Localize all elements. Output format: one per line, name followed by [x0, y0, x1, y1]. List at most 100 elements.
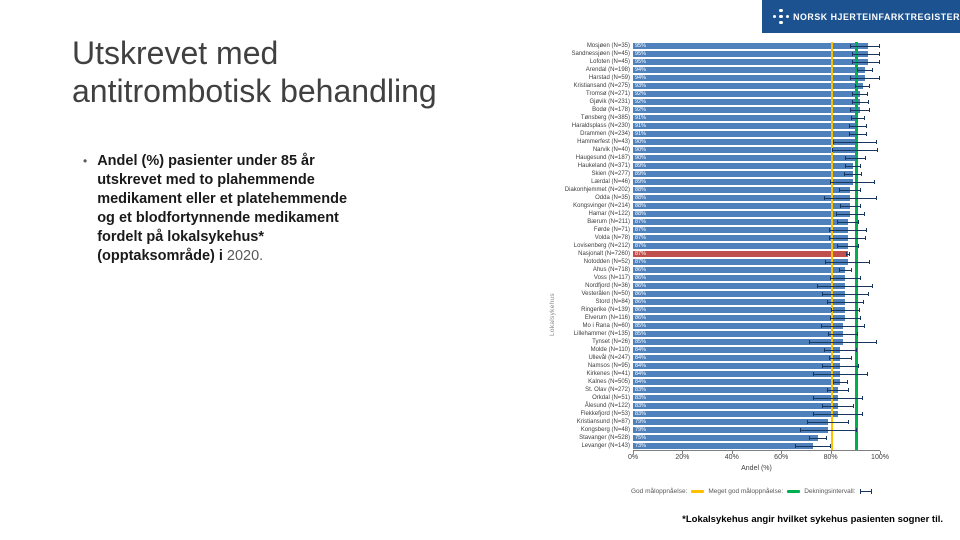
error-bar-cap — [853, 404, 855, 408]
legend-error-cap — [870, 489, 872, 494]
error-bar-cap — [828, 332, 830, 336]
bar-track: 89% — [633, 178, 880, 186]
error-bar-cap — [826, 436, 828, 440]
error-bar-cap — [860, 188, 862, 192]
error-bar-cap — [831, 308, 833, 312]
bar-value-label: 90% — [635, 138, 647, 145]
error-bar-cap — [844, 156, 846, 160]
error-bar-cap — [865, 132, 867, 136]
footnote: *Lokalsykehus angir hvilket sykehus pasi… — [682, 514, 943, 525]
error-bar — [809, 340, 877, 344]
chart-row: Kristiansund (N=87) 79% — [545, 418, 897, 426]
chart-row: Arendal (N=198) 94% — [545, 66, 897, 74]
bar-label: Kirkenes (N=41) — [586, 371, 630, 377]
bar-track: 83% — [633, 402, 880, 410]
bar-label: Lillehammer (N=135) — [573, 331, 630, 337]
chart-row: Sandnessjøen (N=45) 95% — [545, 50, 897, 58]
error-bar — [821, 404, 855, 408]
error-bar-cap — [866, 228, 868, 232]
bar-track: 85% — [633, 322, 880, 330]
error-bar-cap — [868, 292, 870, 296]
bar-track: 87% — [633, 226, 880, 234]
chart-row: Tønsberg (N=385) 91% — [545, 114, 897, 122]
bar-value-label: 85% — [635, 338, 647, 345]
chart-row: Stord (N=84) 86% — [545, 298, 897, 306]
bar-value-label: 87% — [635, 226, 647, 233]
chart-rows: Mosjøen (N=35) 95% Sandnessjøen (N=45) 95% L… — [545, 38, 897, 450]
bar-value-label: 86% — [635, 274, 647, 281]
chart-row: Lærdal (N=46) 89% — [545, 178, 897, 186]
error-bar-cap — [860, 316, 861, 320]
chart-row: Haugesund (N=187) 90% — [545, 154, 897, 162]
bar-label: Bodø (N=178) — [592, 107, 630, 113]
error-bar — [839, 204, 862, 208]
hospital-bar: 83% — [633, 411, 838, 417]
error-bar-cap — [839, 188, 841, 192]
chart-row: Levanger (N=143) 73% — [545, 442, 897, 450]
bar-value-label: 84% — [635, 362, 647, 369]
hospital-bar: 86% — [633, 307, 846, 313]
hospital-bar: 84% — [633, 347, 841, 353]
error-bar — [806, 420, 850, 424]
bar-value-label: 87% — [635, 250, 647, 257]
error-bar — [823, 348, 858, 352]
error-bar — [829, 236, 867, 240]
bar-label: Kristiansund (N=87) — [576, 419, 630, 425]
bar-value-label: 94% — [635, 66, 647, 73]
error-bar — [833, 140, 878, 144]
bar-track: 79% — [633, 418, 880, 426]
hospital-bar: 87% — [633, 227, 848, 233]
y-axis-label: Lokalsykehus — [549, 293, 556, 336]
bar-track: 90% — [633, 138, 880, 146]
bar-track: 84% — [633, 354, 880, 362]
error-bar-cap — [851, 100, 853, 104]
hospital-bar: 95% — [633, 51, 868, 57]
hospital-bar: 94% — [633, 75, 866, 81]
axis-tick-label: 0% — [627, 454, 639, 461]
bar-value-label: 95% — [635, 50, 647, 57]
bar-track: 85% — [633, 330, 880, 338]
error-bar-cap — [812, 396, 814, 400]
hospital-bar: 75% — [633, 435, 819, 441]
error-bar-cap — [829, 236, 831, 240]
error-bar-cap — [850, 356, 852, 360]
bar-track: 84% — [633, 370, 880, 378]
bar-value-label: 86% — [635, 266, 647, 273]
error-bar-cap — [872, 68, 874, 72]
bar-track: 88% — [633, 210, 880, 218]
hospital-bar: 90% — [633, 155, 856, 161]
error-bar-cap — [836, 212, 838, 216]
bar-value-label: 91% — [635, 130, 647, 137]
bar-label: Sandnessjøen (N=45) — [571, 51, 630, 57]
error-bar-cap — [862, 300, 864, 304]
hospital-bar: 94% — [633, 66, 866, 73]
chart-row: St. Olav (N=272) 83% — [545, 386, 897, 394]
chart-row: Drammen (N=234) 91% — [545, 130, 897, 138]
bar-label: Odda (N=35) — [595, 195, 630, 201]
error-bar-cap — [861, 412, 863, 416]
error-bar-cap — [845, 252, 847, 256]
error-bar — [839, 268, 852, 272]
bar-label: Lærdal (N=46) — [591, 179, 630, 185]
bar-value-label: 84% — [635, 370, 647, 377]
error-bar — [843, 172, 862, 176]
bar-value-label: 87% — [635, 242, 647, 249]
error-bar-cap — [865, 236, 867, 240]
error-bar-cap — [878, 52, 880, 56]
hospital-bar: 88% — [633, 203, 851, 209]
chart-row: Haukeland (N=371) 89% — [545, 162, 897, 170]
bar-track: 89% — [633, 162, 880, 170]
threshold-line-good — [830, 42, 833, 450]
bar-label: Namsos (N=95) — [587, 363, 630, 369]
hospital-bar: 84% — [633, 362, 841, 369]
error-bar — [850, 76, 880, 80]
bar-label: Haukeland (N=371) — [577, 163, 630, 169]
bar-label: Ringerike (N=139) — [581, 307, 630, 313]
error-bar-cap — [878, 60, 880, 64]
error-bar-cap — [830, 180, 832, 184]
hospital-bar: 92% — [633, 107, 861, 113]
bar-label: Bærum (N=211) — [587, 219, 630, 225]
bar-track: 94% — [633, 66, 880, 74]
error-bar-cap — [859, 164, 861, 168]
hospital-bar: 87% — [633, 235, 848, 241]
